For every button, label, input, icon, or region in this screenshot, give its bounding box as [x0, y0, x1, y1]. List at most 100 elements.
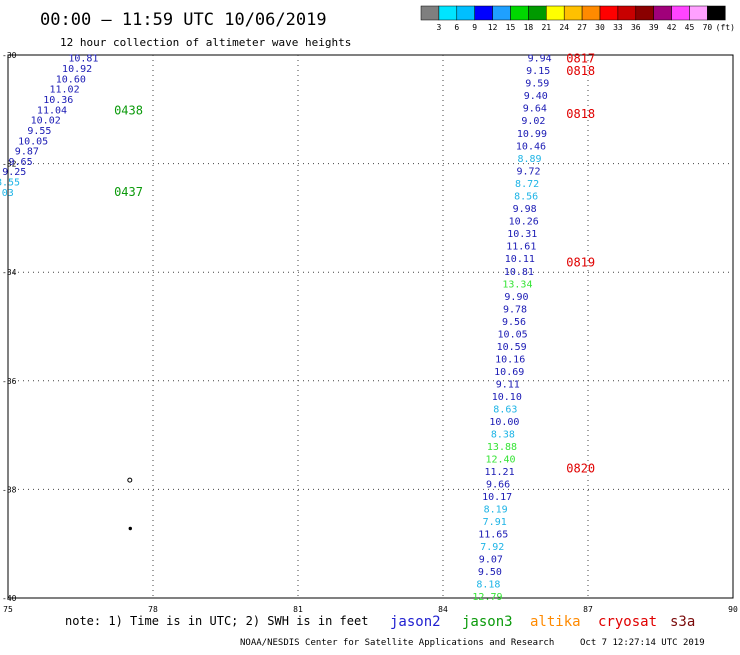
wave-height-value: 9.50 — [478, 567, 502, 578]
wave-height-value: 9.56 — [502, 317, 526, 328]
satellite-legend-jason2: jason2 — [390, 614, 441, 630]
wave-height-value: 10.36 — [43, 95, 73, 106]
footer-timestamp: Oct 7 12:27:14 UTC 2019 — [580, 638, 705, 648]
colorbar-label: (ft) — [716, 23, 735, 32]
x-tick-label: 81 — [293, 605, 303, 614]
wave-height-value: 9.65 — [9, 157, 33, 168]
wave-height-value: 10.10 — [492, 392, 522, 403]
wave-height-value: 10.16 — [495, 355, 525, 366]
colorbar-label: 24 — [559, 23, 569, 32]
wave-height-value: 10.81 — [504, 267, 534, 278]
units-note: note: 1) Time is in UTC; 2) SWH is in fe… — [65, 614, 368, 628]
wave-height-value: 10.59 — [497, 342, 527, 353]
wave-height-value: 8.55 — [0, 178, 20, 189]
colorbar-swatch — [510, 5, 529, 21]
colorbar-label: 6 — [454, 23, 459, 32]
colorbar-label: 15 — [506, 23, 516, 32]
colorbar-label: 39 — [649, 23, 659, 32]
wave-height-value: 10.92 — [62, 64, 92, 75]
pass-time-label: 0820 — [566, 462, 595, 476]
wave-height-value: 9.11 — [496, 380, 520, 391]
colorbar-label: 21 — [541, 23, 551, 32]
wave-height-value: 8.38 — [491, 429, 515, 440]
wave-height-value: 8.63 — [493, 404, 517, 415]
colorbar-swatch — [689, 5, 708, 21]
colorbar-swatch — [492, 5, 511, 21]
wave-height-value: 11.61 — [506, 242, 536, 253]
colorbar-swatch — [707, 5, 726, 21]
wave-height-value: 10.99 — [517, 129, 547, 140]
y-tick-label: -40 — [2, 594, 17, 603]
land-marker — [127, 477, 133, 483]
colorbar-swatch — [581, 5, 601, 21]
pass-time-label: 0819 — [566, 255, 595, 269]
wave-height-value: 10.17 — [482, 492, 512, 503]
colorbar-label: 9 — [472, 23, 477, 32]
land-markers — [127, 477, 133, 531]
colorbar-swatch — [563, 5, 583, 21]
y-tick-label: -32 — [2, 160, 17, 169]
chart-subtitle: 12 hour collection of altimeter wave hei… — [60, 36, 351, 49]
x-tick-label: 84 — [438, 605, 448, 614]
colorbar-label: 42 — [667, 23, 677, 32]
wave-height-value: 12.40 — [485, 454, 515, 465]
wave-height-value: 9.72 — [517, 167, 541, 178]
wave-height-value: 10.31 — [507, 229, 537, 240]
wave-height-value: 10.05 — [498, 330, 528, 341]
wave-height-value: 9.25 — [2, 167, 26, 178]
colorbar-label: 12 — [488, 23, 498, 32]
wave-height-value: 10.60 — [56, 74, 86, 85]
satellite-legend-jason3: jason3 — [462, 614, 513, 630]
wave-height-value: 10.00 — [489, 417, 519, 428]
wave-height-value: 11.02 — [49, 85, 79, 96]
colorbar-swatch — [420, 5, 440, 21]
wave-height-value: 9.40 — [524, 91, 548, 102]
plot-frame — [7, 54, 734, 599]
wave-height-value: 9.55 — [27, 126, 51, 137]
colorbar-swatch — [671, 5, 690, 21]
wave-height-value: 8.89 — [517, 154, 541, 165]
y-tick-label: -34 — [2, 268, 17, 277]
pass-time-label: 0438 — [114, 103, 143, 117]
pass-time-label: 0437 — [114, 185, 143, 199]
colorbar-label: 45 — [685, 23, 695, 32]
y-tick-label: -36 — [2, 377, 17, 386]
wave-height-value: 13.34 — [502, 280, 532, 291]
wave-height-value: 9.98 — [513, 204, 537, 215]
wave-height-value: 11.04 — [37, 105, 67, 116]
satellite-legend: jason2 jason3 altika cryosat s3a — [390, 614, 695, 630]
x-tick-label: 75 — [3, 605, 13, 614]
colorbar-label: 36 — [631, 23, 641, 32]
colorbar-swatch — [546, 5, 565, 21]
wave-height-value: 10.02 — [31, 116, 61, 127]
satellite-legend-cryosat: cryosat — [598, 614, 657, 630]
colorbar-label: 30 — [595, 23, 605, 32]
wave-height-value: 7.91 — [483, 517, 507, 528]
x-tick-label: 90 — [728, 605, 738, 614]
wave-height-value: 9.02 — [521, 116, 545, 127]
wave-height-value: 11.65 — [478, 529, 508, 540]
colorbar-swatch — [653, 5, 672, 21]
colorbar-swatch — [635, 5, 654, 21]
colorbar-swatch — [474, 5, 493, 21]
x-tick-label: 87 — [583, 605, 593, 614]
wave-height-value: 12.79 — [472, 592, 502, 603]
wave-height-value: 9.87 — [15, 147, 39, 158]
colorbar-swatch — [438, 5, 458, 21]
plot-grid — [8, 55, 733, 598]
color-scale-legend: 3 6 9 12 15 18 21 24 27 30 33 36 39 42 45 70 (ft) — [420, 5, 735, 32]
colorbar-label: 70 — [703, 23, 713, 32]
wave-height-value: 11.21 — [484, 467, 514, 478]
wave-height-value: 9.64 — [523, 104, 547, 115]
colorbar-swatch — [617, 5, 637, 21]
wave-height-value: 10.26 — [509, 217, 539, 228]
wave-height-value: 9.07 — [479, 554, 503, 565]
wave-height-value: 8.18 — [476, 579, 500, 590]
wave-height-value: 8.72 — [515, 179, 539, 190]
wave-height-value: 10.46 — [516, 142, 546, 153]
wave-height-value: 8.03 — [0, 188, 14, 199]
